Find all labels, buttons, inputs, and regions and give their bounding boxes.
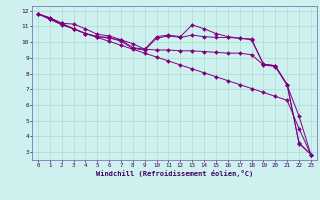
X-axis label: Windchill (Refroidissement éolien,°C): Windchill (Refroidissement éolien,°C) xyxy=(96,170,253,177)
